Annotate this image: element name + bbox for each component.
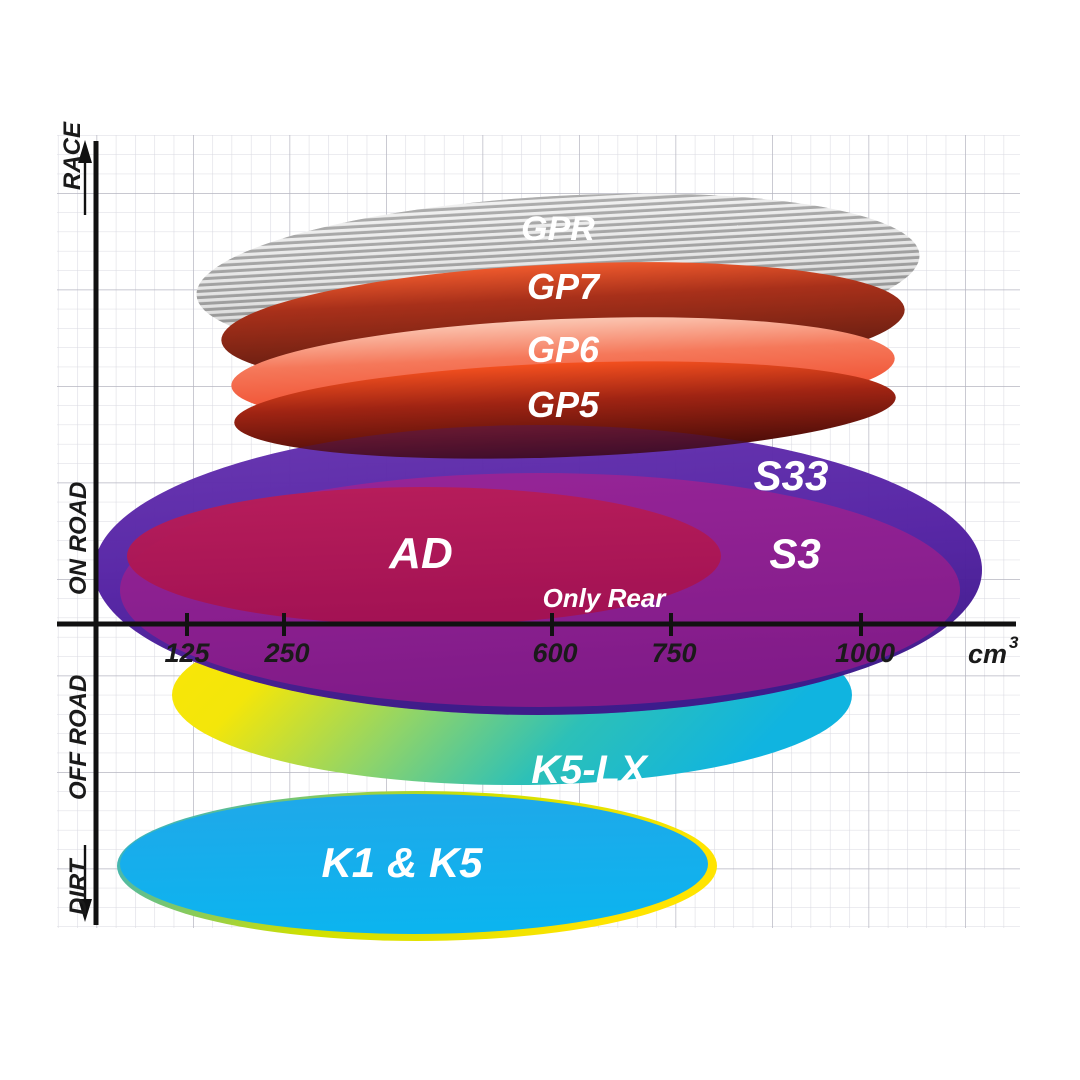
series-label-ad: AD [388, 529, 453, 578]
overlap-shade [94, 425, 982, 715]
series-label-gp7: GP7 [527, 266, 601, 307]
series-label-gpr: GPR [521, 210, 595, 248]
y-band-label-off-road: OFF ROAD [65, 675, 92, 800]
series-label-gp5: GP5 [527, 384, 600, 425]
series-label-s33: S33 [754, 452, 829, 499]
race-arrow-icon [78, 140, 92, 215]
x-tick-label-750: 750 [651, 638, 696, 668]
y-band-label-dirt: DIRT [65, 857, 92, 915]
x-axis-unit-label: cm [968, 639, 1007, 669]
x-tick-label-1000: 1000 [835, 638, 895, 668]
series-ellipse-k1-k5[interactable] [117, 791, 717, 941]
x-tick-label-250: 250 [263, 638, 309, 668]
axes-layer [57, 140, 1016, 925]
x-tick-label-125: 125 [164, 638, 210, 668]
series-layer [94, 193, 982, 941]
series-label-s3: S3 [769, 530, 820, 577]
y-band-label-race: RACE [59, 121, 86, 190]
y-band-label-on-road: ON ROAD [65, 482, 92, 595]
text-layer: RACE ON ROAD OFF ROAD DIRT 125 250 600 7… [59, 121, 1019, 915]
dirt-arrow-icon [78, 845, 92, 922]
annotation-only-rear: Only Rear [543, 583, 668, 613]
series-label-k5-lx: K5-LX [531, 748, 649, 792]
series-label-k1-k5: K1 & K5 [321, 839, 483, 886]
x-tick-label-600: 600 [532, 638, 577, 668]
series-label-gp6: GP6 [527, 329, 600, 370]
x-axis-ticks [185, 613, 863, 636]
x-axis-unit-exponent: 3 [1009, 633, 1019, 652]
